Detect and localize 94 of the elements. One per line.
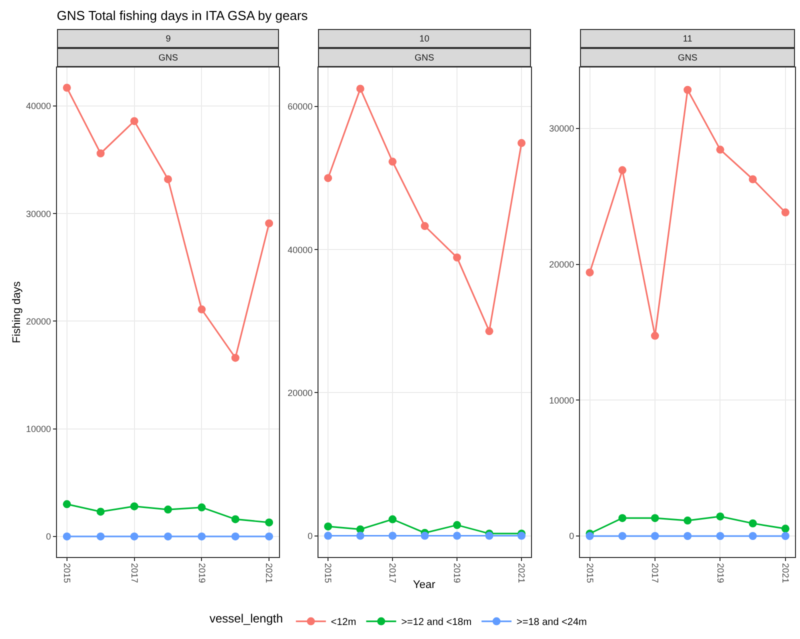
point (324, 532, 332, 540)
point (684, 86, 692, 94)
x-tick-label: 2015 (62, 563, 72, 584)
point (453, 254, 462, 262)
point (485, 327, 494, 336)
point (748, 532, 757, 540)
point (650, 332, 659, 340)
legend-label: >=12 and <18m (401, 617, 472, 628)
point (618, 514, 626, 522)
point (62, 500, 71, 508)
y-tick-label: 30000 (549, 124, 574, 134)
point (420, 222, 429, 230)
text: GNS (678, 52, 698, 62)
point (388, 515, 397, 524)
x-tick-label: 2017 (129, 563, 140, 584)
y-tick-label: 20000 (288, 388, 313, 398)
point (586, 532, 594, 540)
x-tick-label: 2017 (650, 563, 660, 584)
point (324, 174, 332, 182)
point (231, 354, 240, 362)
point (231, 532, 240, 540)
legend-title: vessel_length (210, 611, 283, 626)
chart-title: GNS Total fishing days in ITA GSA by gears (56, 8, 308, 23)
y-tick-label: 30000 (26, 208, 51, 219)
point (684, 532, 692, 540)
point (453, 521, 462, 530)
y-tick-label: 40000 (26, 101, 51, 112)
legend-label: <12m (330, 617, 356, 628)
point (164, 175, 172, 184)
text: GNS (414, 52, 434, 62)
text: 11 (682, 34, 692, 44)
point (198, 503, 206, 512)
point (748, 175, 757, 184)
x-tick-label: 2015 (584, 563, 595, 584)
y-tick-label: 10000 (549, 395, 574, 406)
point (518, 139, 526, 148)
point (781, 532, 790, 540)
point (62, 84, 71, 92)
point (62, 532, 71, 540)
point (618, 166, 626, 174)
point (164, 506, 172, 514)
y-tick-label: 20000 (549, 259, 574, 270)
text: 10 (419, 34, 430, 44)
x-tick-label: 2019 (715, 563, 726, 584)
point (96, 508, 105, 516)
point (198, 532, 206, 540)
x-tick-label: 2019 (452, 563, 462, 584)
x-tick-label: 2021 (264, 563, 274, 584)
text: GNS (158, 52, 178, 62)
point (650, 514, 659, 522)
point (96, 149, 105, 158)
point (716, 532, 724, 540)
point (164, 532, 172, 540)
point (265, 219, 274, 228)
point (684, 516, 692, 525)
y-tick-label: 0 (308, 530, 313, 541)
point (716, 146, 724, 154)
x-tick-label: 2021 (780, 563, 790, 584)
point (781, 524, 790, 533)
y-tick-label: 0 (569, 531, 574, 542)
legend-label: >=18 and <24m (516, 617, 587, 628)
point (324, 522, 332, 530)
point (130, 117, 138, 126)
x-tick-label: 2017 (388, 563, 398, 584)
x-tick-label: 2019 (196, 563, 207, 584)
y-tick-label: 40000 (288, 244, 313, 255)
point (265, 518, 274, 526)
point (130, 502, 138, 510)
point (420, 532, 429, 540)
text: 9 (166, 34, 171, 44)
point (96, 532, 105, 540)
x-axis-title: Year (413, 579, 436, 591)
point (231, 515, 240, 524)
point (618, 532, 626, 540)
y-axis-title: Fishing days (11, 280, 24, 344)
point (716, 512, 724, 520)
y-tick-label: 10000 (26, 424, 51, 434)
point (198, 305, 206, 314)
point (356, 84, 364, 93)
x-tick-label: 2021 (516, 563, 527, 584)
point (356, 532, 364, 540)
x-tick-label: 2015 (323, 563, 334, 584)
point (748, 519, 757, 528)
point (781, 208, 790, 216)
point (388, 532, 397, 540)
point (130, 532, 138, 540)
point (265, 532, 274, 540)
y-tick-label: 0 (46, 532, 51, 542)
y-tick-label: 60000 (288, 102, 313, 112)
point (388, 158, 397, 166)
point (453, 532, 462, 540)
point (650, 532, 659, 540)
point (586, 268, 594, 276)
y-tick-label: 20000 (26, 316, 51, 326)
